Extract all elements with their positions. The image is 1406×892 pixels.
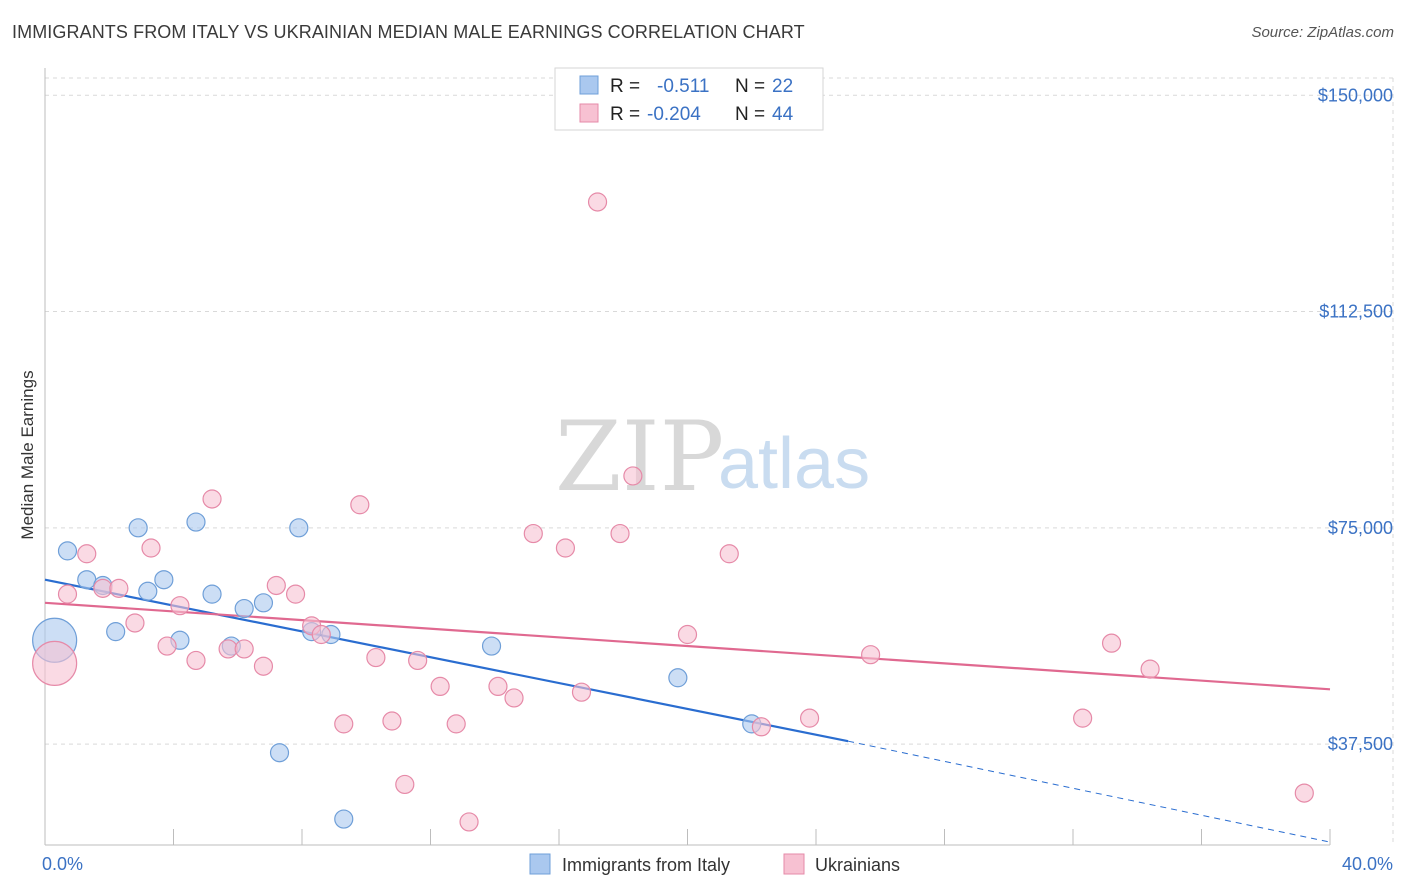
legend-r-value-2: -0.204	[647, 104, 701, 125]
ukrainian-point	[1140, 659, 1160, 679]
legend-bottom-italy-swatch	[529, 853, 551, 875]
ukrainian-point	[799, 708, 820, 728]
y-tick-label: $150,000	[1318, 85, 1393, 105]
ukrainian-point	[170, 596, 190, 616]
italy-point	[106, 622, 126, 642]
ukrainian-point	[285, 584, 306, 604]
ukrainian-point	[202, 489, 222, 509]
ukrainian-point	[253, 656, 274, 676]
italy-trend-line	[44, 578, 849, 743]
ukrainian-point	[109, 578, 129, 598]
ukrainian-point	[32, 640, 78, 686]
ukrainian-point	[93, 578, 113, 598]
legend-top: R = -0.511 N = 22 R = -0.204 N = 44	[554, 67, 824, 131]
legend-r-label-2: R =	[610, 104, 640, 125]
legend-ukr-swatch	[579, 103, 599, 123]
legend-n-label-2: N =	[735, 104, 765, 125]
ukrainian-point	[157, 636, 177, 656]
ukrainian-point	[77, 544, 97, 564]
ukrainian-point	[610, 523, 630, 544]
ukrainian-point	[408, 650, 428, 671]
italy-point	[334, 809, 354, 829]
italy-point	[202, 584, 222, 604]
italy-point	[186, 512, 206, 532]
trend-lines	[44, 578, 1331, 843]
ukrainian-point	[350, 495, 370, 515]
ukrainian-point	[141, 538, 161, 558]
ukrainian-point	[751, 717, 771, 737]
ukrainian-point	[234, 639, 254, 659]
italy-point	[154, 570, 174, 590]
ukrainian-point	[719, 544, 739, 564]
ukrainian-point	[311, 624, 331, 645]
ukrainian-point	[430, 676, 450, 697]
legend-italy-swatch	[579, 75, 599, 95]
legend-bottom: Immigrants from Italy Ukrainians	[529, 853, 900, 875]
italy-point	[57, 541, 78, 561]
watermark: ZIP atlas	[555, 401, 870, 513]
ukrainian-point	[1101, 633, 1122, 653]
y-tick-label: $112,500	[1319, 302, 1393, 322]
ukrainian-point	[334, 714, 354, 734]
italy-point	[289, 518, 309, 538]
ukrainian-point	[1073, 708, 1093, 728]
ukrainian-point	[366, 647, 386, 668]
source-label: Source: ZipAtlas.com	[1251, 24, 1394, 41]
x-tick-label-start: 0.0%	[42, 854, 83, 874]
y-tick-label: $37,500	[1328, 734, 1393, 754]
italy-point	[668, 668, 688, 688]
legend-r-value-1: -0.511	[657, 76, 709, 97]
axes	[44, 68, 1331, 846]
ukrainian-point	[186, 650, 206, 671]
ukrainian-point	[587, 192, 608, 212]
data-points	[32, 192, 1314, 832]
italy-point	[253, 593, 274, 613]
ukrainian-point	[488, 676, 508, 697]
italy-point	[481, 636, 502, 656]
ukrainian-point	[623, 466, 643, 486]
legend-n-value-1: 22	[772, 76, 793, 97]
italy-point	[269, 743, 290, 763]
ukrainian-point	[861, 645, 881, 665]
ukrainian-point	[1294, 783, 1314, 803]
italy-point	[234, 598, 254, 619]
legend-bottom-ukr-label: Ukrainians	[815, 855, 900, 875]
ukrainian-point	[57, 584, 78, 604]
italy-trend-extension	[848, 740, 1331, 843]
ukrainian-trend-line	[44, 601, 1331, 691]
ukrainian-point	[266, 575, 286, 596]
x-tick-label-end: 40.0%	[1342, 854, 1393, 874]
y-tick-label: $75,000	[1328, 518, 1393, 538]
legend-bottom-ukr-swatch	[783, 853, 805, 875]
legend-n-label-1: N =	[735, 76, 765, 97]
ukrainian-point	[504, 688, 524, 708]
legend-n-value-2: 44	[772, 104, 794, 125]
italy-point	[128, 518, 148, 538]
ukrainian-point	[395, 774, 415, 795]
ukrainian-point	[459, 812, 479, 832]
ukrainian-point	[382, 711, 402, 731]
legend-bottom-italy-label: Immigrants from Italy	[562, 855, 730, 875]
italy-point	[77, 570, 97, 590]
legend-box	[554, 67, 824, 131]
ukrainian-point	[218, 639, 238, 659]
tick-labels: $37,500 $75,000 $112,500 $150,000 0.0% 40.0%	[42, 85, 1393, 874]
watermark-zip: ZIP	[555, 401, 724, 513]
ukrainian-point	[446, 714, 466, 734]
italy-point	[138, 581, 158, 601]
chart-title: IMMIGRANTS FROM ITALY VS UKRAINIAN MEDIA…	[12, 22, 805, 42]
ukrainian-point	[571, 682, 592, 702]
y-axis-label: Median Male Earnings	[18, 370, 37, 539]
ukrainian-point	[523, 523, 543, 544]
legend-r-label-1: R =	[610, 76, 640, 97]
ukrainian-point	[555, 538, 576, 558]
watermark-atlas: atlas	[718, 424, 870, 504]
ukrainian-point	[677, 624, 698, 645]
ukrainian-point	[125, 613, 145, 633]
